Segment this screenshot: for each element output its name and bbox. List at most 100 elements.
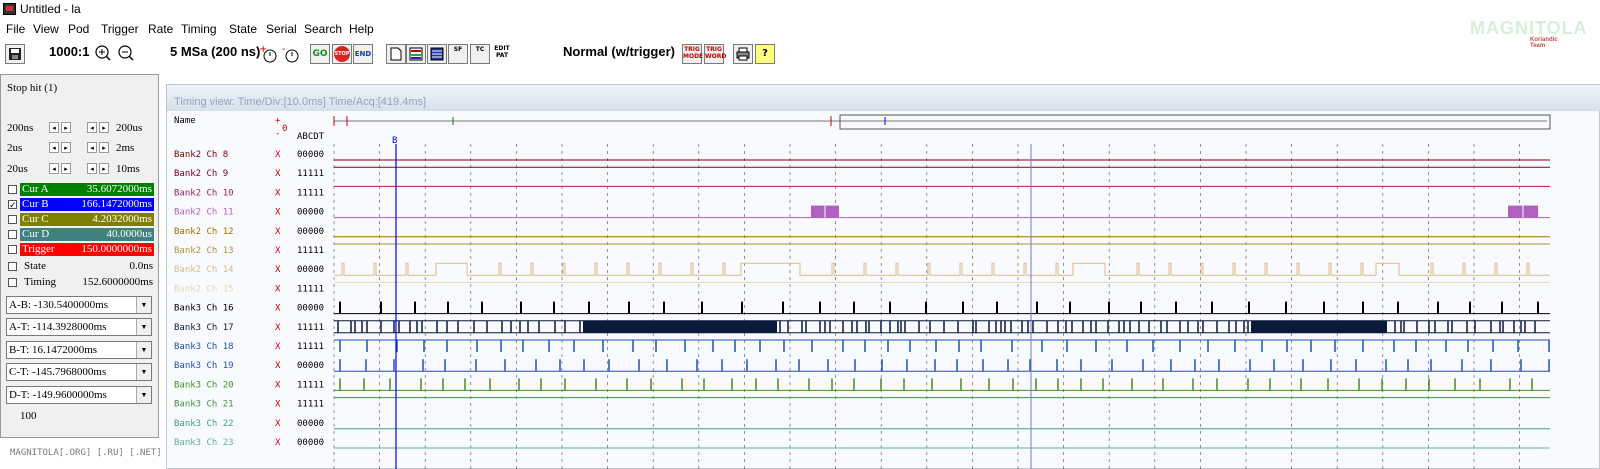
step-left-0: 200ns [7, 122, 34, 134]
step-right-0-dec[interactable]: ◂ [87, 122, 97, 133]
step-left-1-dec[interactable]: ◂ [49, 142, 59, 153]
channel-name[interactable]: Bank3 Ch 21 [174, 400, 234, 410]
stop-button[interactable]: STOP [332, 44, 352, 64]
menu-timing[interactable]: Timing [181, 22, 217, 36]
step-right-1-inc[interactable]: ▸ [99, 142, 109, 153]
menu-search[interactable]: Search [304, 22, 343, 36]
menu-rate[interactable]: Rate [148, 22, 174, 36]
trig-word-line1: TRIG [706, 46, 722, 53]
channel-bits: 00000 [297, 265, 324, 275]
timing-value: 152.6000000ms [82, 276, 153, 288]
delta-ab: A-B: -130.5400000ms [9, 299, 108, 311]
sf-button[interactable]: SF [448, 44, 468, 64]
delta-ct: C-T: -145.7968000ms [9, 366, 107, 378]
step-left-0-inc[interactable]: ▸ [61, 122, 71, 133]
channel-name[interactable]: Bank3 Ch 18 [174, 342, 234, 352]
channel-name[interactable]: Bank2 Ch 10 [174, 188, 234, 198]
trigger-label: Trigger [20, 243, 68, 256]
cur-b-checkbox[interactable]: ✓ [8, 200, 17, 210]
channel-bits: 00000 [297, 208, 324, 218]
delta-select-ct[interactable]: C-T: -145.7968000ms ▼ [6, 363, 152, 381]
save-button[interactable] [5, 44, 25, 64]
state-checkbox[interactable] [8, 262, 17, 271]
channel-name[interactable]: Bank3 Ch 16 [174, 304, 234, 314]
channel-name[interactable]: Bank3 Ch 20 [174, 380, 234, 390]
channel-flag: X [275, 380, 281, 390]
delta-select-ab[interactable]: A-B: -130.5400000ms ▼ [6, 296, 152, 314]
step-left-2-inc[interactable]: ▸ [61, 163, 71, 174]
waveform-area[interactable]: Name + 0 - ABCDT B Bank2 Ch 8 X 00000Bank2… [167, 111, 1600, 469]
channel-name[interactable]: Bank2 Ch 13 [174, 246, 234, 256]
channel-row: Bank3 Ch 20 X 11111 [174, 378, 1550, 391]
step-right-0-inc[interactable]: ▸ [99, 122, 109, 133]
svg-text:-: - [282, 44, 286, 55]
state-label: State [24, 260, 46, 272]
timing-checkbox[interactable] [8, 278, 17, 287]
channel-name[interactable]: Bank3 Ch 23 [174, 438, 234, 448]
zoom-ratio: 1000:1 [49, 44, 90, 59]
menu-trigger[interactable]: Trigger [101, 22, 139, 36]
cur-c-checkbox[interactable] [8, 215, 17, 224]
step-right-1-dec[interactable]: ◂ [87, 142, 97, 153]
signal-trace [334, 262, 1550, 276]
step-right-2-dec[interactable]: ◂ [87, 163, 97, 174]
minus-marker: - [275, 129, 280, 139]
step-right-2-inc[interactable]: ▸ [99, 163, 109, 174]
delta-select-at[interactable]: A-T: -114.3928000ms ▼ [6, 318, 152, 336]
zoom-in-button[interactable] [93, 44, 113, 64]
menu-view[interactable]: View [33, 22, 59, 36]
delta-select-bt[interactable]: B-T: 16.1472000ms ▼ [6, 341, 152, 359]
step-left-0-dec[interactable]: ◂ [49, 122, 59, 133]
trig-mode-button[interactable]: TRIG MODE [682, 44, 703, 64]
trigger-checkbox[interactable] [8, 245, 17, 254]
brand-logo: MAGNITOLA Koriandic Team [1470, 18, 1587, 49]
list-view-button[interactable] [427, 44, 447, 64]
step-left-1-inc[interactable]: ▸ [61, 142, 71, 153]
menu-help[interactable]: Help [349, 22, 374, 36]
chevron-down-icon: ▼ [136, 387, 151, 403]
delta-dt: D-T: -149.9600000ms [9, 389, 107, 401]
trig-word-button[interactable]: TRIG WORD [704, 44, 726, 64]
cursor-b-label: B [392, 136, 397, 146]
menu-file[interactable]: File [6, 22, 26, 36]
chevron-down-icon: ▼ [136, 364, 151, 380]
channel-name[interactable]: Bank3 Ch 19 [174, 361, 234, 371]
delta-bt: B-T: 16.1472000ms [9, 344, 98, 356]
cur-a-checkbox[interactable] [8, 185, 17, 194]
channel-name[interactable]: Bank2 Ch 8 [174, 150, 228, 160]
help-button[interactable]: ? [755, 44, 775, 64]
floppy-icon [9, 48, 21, 60]
channel-name[interactable]: Bank2 Ch 14 [174, 265, 234, 275]
channel-name[interactable]: Bank2 Ch 11 [174, 208, 234, 218]
end-button[interactable]: END [353, 44, 373, 64]
channel-row: Bank3 Ch 19 X 00000 [174, 359, 1550, 372]
channel-name[interactable]: Bank2 Ch 12 [174, 227, 234, 237]
rate-up-button[interactable]: + [259, 44, 279, 64]
overview-window[interactable] [839, 114, 1551, 130]
menu-pod[interactable]: Pod [68, 22, 90, 36]
channel-bits: 00000 [297, 419, 324, 429]
channel-row: Bank2 Ch 10 X 11111 [174, 185, 1550, 198]
menu-state[interactable]: State [229, 22, 258, 36]
channel-name[interactable]: Bank3 Ch 22 [174, 419, 234, 429]
print-button[interactable] [733, 44, 753, 64]
rate-down-button[interactable]: - [281, 44, 301, 64]
zoom-out-button[interactable] [116, 44, 136, 64]
waveform-view-button[interactable] [406, 44, 426, 64]
channel-name[interactable]: Bank2 Ch 15 [174, 284, 234, 294]
go-button[interactable]: GO [310, 44, 330, 64]
new-page-button[interactable] [386, 44, 406, 64]
delta-select-dt[interactable]: D-T: -149.9600000ms ▼ [6, 386, 152, 404]
cur-d-checkbox[interactable] [8, 230, 17, 239]
chevron-down-icon: ▼ [136, 342, 151, 358]
channel-row: Bank2 Ch 13 X 11111 [174, 243, 1550, 256]
channel-flag: X [275, 361, 281, 371]
svg-text:+: + [259, 44, 267, 55]
app-icon [3, 3, 16, 15]
step-left-2-dec[interactable]: ◂ [49, 163, 59, 174]
tc-button[interactable]: TC [470, 44, 490, 64]
channel-name[interactable]: Bank3 Ch 17 [174, 323, 234, 333]
channel-name[interactable]: Bank2 Ch 9 [174, 169, 228, 179]
edit-pattern-button[interactable]: EDIT PAT [492, 44, 512, 64]
menu-serial[interactable]: Serial [266, 22, 297, 36]
